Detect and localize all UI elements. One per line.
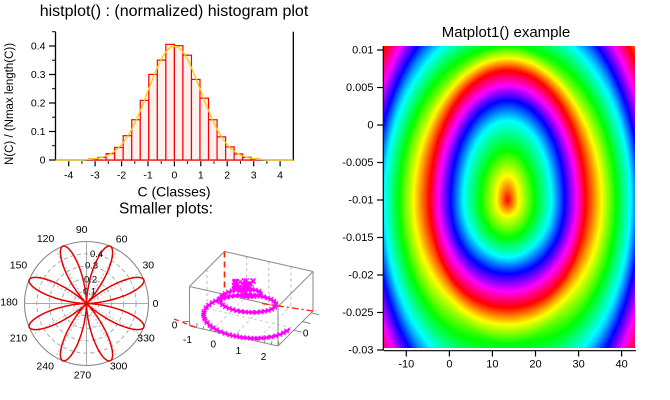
svg-text:0.005: 0.005 bbox=[346, 82, 374, 94]
svg-text:-3: -3 bbox=[90, 170, 99, 182]
svg-text:0.3: 0.3 bbox=[31, 69, 46, 81]
svg-text:0.4: 0.4 bbox=[31, 41, 46, 53]
svg-text:0.1: 0.1 bbox=[83, 286, 96, 297]
svg-text:10: 10 bbox=[486, 358, 498, 370]
svg-text:-0.005: -0.005 bbox=[342, 157, 373, 169]
svg-text:0.2: 0.2 bbox=[84, 275, 97, 286]
svg-text:-1: -1 bbox=[183, 335, 192, 346]
svg-text:0: 0 bbox=[172, 320, 178, 331]
svg-text:C (Classes): C (Classes) bbox=[137, 184, 210, 200]
svg-text:270: 270 bbox=[74, 369, 92, 381]
svg-text:0: 0 bbox=[367, 120, 373, 132]
svg-text:0.1: 0.1 bbox=[31, 126, 46, 138]
svg-text:20: 20 bbox=[529, 358, 541, 370]
svg-text:Smaller plots:: Smaller plots: bbox=[119, 201, 213, 218]
svg-text:-0.01: -0.01 bbox=[348, 195, 373, 207]
svg-text:-0.02: -0.02 bbox=[348, 270, 373, 282]
svg-text:3: 3 bbox=[251, 170, 257, 182]
svg-text:180: 180 bbox=[0, 297, 18, 309]
svg-text:2: 2 bbox=[224, 170, 230, 182]
svg-text:-0.025: -0.025 bbox=[342, 307, 373, 319]
svg-text:0.3: 0.3 bbox=[85, 260, 98, 271]
svg-text:0: 0 bbox=[446, 358, 452, 370]
svg-text:40: 40 bbox=[615, 358, 627, 370]
svg-text:-0.015: -0.015 bbox=[342, 232, 373, 244]
svg-text:1: 1 bbox=[236, 346, 242, 357]
svg-text:0: 0 bbox=[211, 340, 217, 351]
svg-text:-0.03: -0.03 bbox=[348, 345, 373, 357]
svg-text:histplot() : (normalized) hist: histplot() : (normalized) histogram plot bbox=[40, 3, 309, 20]
svg-text:1: 1 bbox=[198, 170, 204, 182]
svg-text:-2: -2 bbox=[117, 170, 126, 182]
svg-text:150: 150 bbox=[10, 260, 28, 272]
svg-text:0.01: 0.01 bbox=[352, 45, 373, 57]
svg-text:Matplot1() example: Matplot1() example bbox=[442, 24, 570, 41]
svg-text:60: 60 bbox=[116, 234, 128, 246]
svg-text:0: 0 bbox=[303, 328, 309, 339]
svg-text:0: 0 bbox=[40, 155, 46, 167]
svg-text:120: 120 bbox=[37, 233, 55, 245]
svg-text:-10: -10 bbox=[398, 358, 414, 370]
svg-text:-1: -1 bbox=[143, 170, 152, 182]
svg-text:90: 90 bbox=[76, 224, 88, 236]
svg-text:330: 330 bbox=[137, 332, 155, 344]
svg-text:2: 2 bbox=[261, 352, 267, 363]
svg-text:0.2: 0.2 bbox=[31, 98, 46, 110]
svg-text:-4: -4 bbox=[64, 170, 73, 182]
svg-text:240: 240 bbox=[36, 361, 54, 373]
svg-text:30: 30 bbox=[142, 260, 154, 272]
svg-text:0.4: 0.4 bbox=[90, 249, 103, 260]
svg-text:300: 300 bbox=[110, 360, 128, 372]
svg-text:0: 0 bbox=[153, 298, 159, 310]
svg-text:30: 30 bbox=[572, 358, 584, 370]
svg-text:0: 0 bbox=[171, 170, 177, 182]
svg-text:N(C) / (Nmax length(C)): N(C) / (Nmax length(C)) bbox=[4, 43, 16, 165]
svg-text:210: 210 bbox=[10, 333, 28, 345]
svg-text:4: 4 bbox=[277, 170, 283, 182]
